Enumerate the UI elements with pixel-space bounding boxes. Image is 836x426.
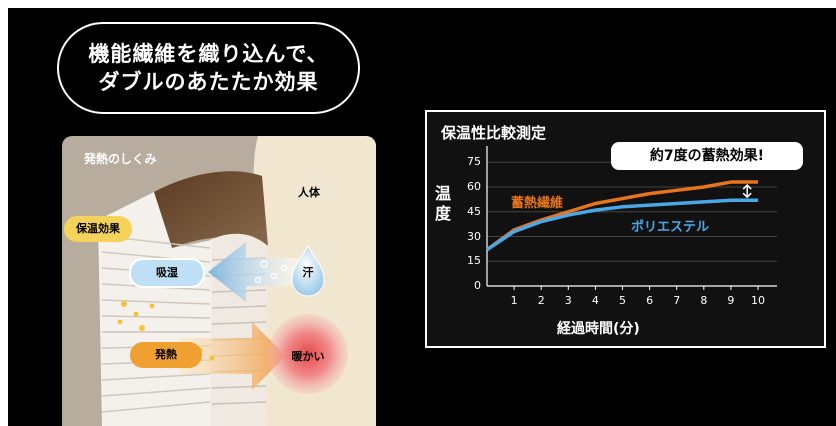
x-tick-label: 2 xyxy=(537,294,545,307)
series-label-heat-fiber: 蓄熱繊維 xyxy=(511,196,564,211)
headline-line-2: ダブルのあたたか効果 xyxy=(98,70,319,94)
moisture-dots xyxy=(254,260,288,284)
y-tick-label: 60 xyxy=(467,180,481,193)
headline-bubble: 機能繊維を織り込んで、 ダブルのあたたか効果 xyxy=(57,22,360,114)
y-tick-label: 0 xyxy=(474,279,481,292)
x-tick-label: 4 xyxy=(591,294,599,307)
warm-label: 暖かい xyxy=(291,350,325,363)
x-tick-label: 1 xyxy=(510,294,518,307)
chart-annotation-callout: 約7度の蓄熱効果! xyxy=(611,142,803,170)
x-tick-label: 6 xyxy=(646,294,654,307)
headline-line-1: 機能繊維を織り込んで、 xyxy=(88,42,329,66)
x-tick-label: 5 xyxy=(619,294,626,307)
x-tick-label: 9 xyxy=(727,294,735,307)
y-tick-label: 15 xyxy=(467,254,481,268)
chart-y-axis-label: 温度 xyxy=(434,184,451,223)
heat-arrow xyxy=(180,322,286,390)
absorb-arrow xyxy=(208,242,298,302)
fabric-top xyxy=(154,171,268,248)
y-tick-label: 75 xyxy=(467,155,481,169)
comparison-chart: 保温性比較測定 温度 経過時間(分) 約7度の蓄熱効果! 蓄熱繊維 ポリエステル… xyxy=(425,110,826,348)
series-label-polyester: ポリエステル xyxy=(631,220,710,235)
x-tick-label: 8 xyxy=(700,294,708,307)
chart-x-axis-label: 経過時間(分) xyxy=(557,321,640,337)
y-tick-label: 45 xyxy=(467,204,481,218)
mechanism-illustration: 発熱のしくみ 人体 保温効果 吸湿 発熱 汗 暖かい xyxy=(62,136,376,426)
warm-glow xyxy=(268,314,348,394)
body-label: 人体 xyxy=(298,186,320,199)
x-tick-label: 3 xyxy=(564,294,572,307)
sweat-drop xyxy=(291,244,325,297)
warm-effect-label: 保温効果 xyxy=(64,216,132,242)
mechanism-graphic xyxy=(98,136,376,426)
mechanism-title: 発熱のしくみ xyxy=(84,152,157,166)
x-tick-label: 10 xyxy=(751,294,766,307)
difference-arrowhead-top xyxy=(742,183,752,190)
heat-label: 発熱 xyxy=(130,342,202,368)
y-tick-label: 30 xyxy=(467,229,481,243)
difference-arrowhead-bottom xyxy=(742,192,752,199)
sweat-label: 汗 xyxy=(302,266,314,279)
x-tick-label: 7 xyxy=(673,294,681,307)
series-line-1 xyxy=(486,198,759,252)
chart-title: 保温性比較測定 xyxy=(441,124,547,142)
absorb-label: 吸湿 xyxy=(129,258,205,288)
